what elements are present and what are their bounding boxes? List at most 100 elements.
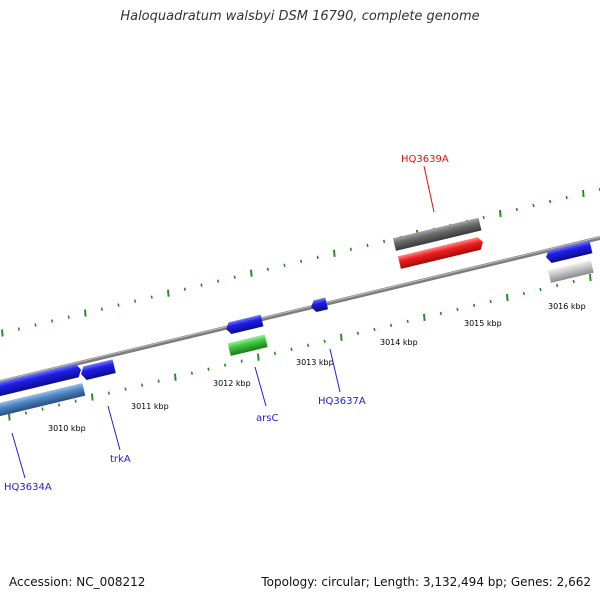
- tick-label-3012: 3012 kbp: [213, 379, 251, 388]
- inner-minor-tick: [107, 391, 110, 395]
- inner-minor-tick: [273, 351, 276, 355]
- outer-major-tick: [250, 269, 253, 277]
- inner-minor-tick: [41, 407, 44, 411]
- outer-minor-tick: [366, 243, 369, 248]
- outer-minor-tick: [383, 239, 386, 244]
- inner-minor-tick: [58, 403, 61, 407]
- genome-title: Haloquadratum walsbyi DSM 16790, complet…: [120, 9, 480, 24]
- inner-major-tick: [423, 313, 426, 321]
- tick-label-3016: 3016 kbp: [548, 302, 586, 311]
- inner-major-tick: [340, 333, 343, 341]
- inner-minor-tick: [307, 343, 310, 347]
- outer-minor-tick: [183, 287, 186, 291]
- inner-minor-tick: [224, 363, 227, 367]
- inner-minor-tick: [124, 387, 127, 391]
- inner-minor-tick: [489, 299, 492, 304]
- inner-minor-tick: [356, 331, 359, 335]
- tick-label-3010: 3010 kbp: [48, 424, 86, 433]
- inner-minor-tick: [556, 283, 559, 288]
- outer-minor-tick: [100, 307, 103, 311]
- gene-hq3637a-top[interactable]: [310, 297, 329, 313]
- topology-summary: Topology: circular; Length: 3,132,494 bp…: [261, 575, 591, 589]
- outer-minor-tick: [349, 247, 352, 251]
- inner-minor-tick: [406, 319, 409, 324]
- inner-major-tick: [8, 413, 11, 421]
- inner-minor-tick: [323, 339, 326, 343]
- inner-minor-tick: [539, 287, 542, 292]
- outer-minor-tick: [217, 279, 220, 283]
- gene-arsc-top[interactable]: [225, 314, 264, 335]
- tick-label-3015: 3015 kbp: [464, 319, 502, 328]
- tick-label-3011: 3011 kbp: [131, 402, 169, 411]
- inner-tick-ring: [8, 274, 592, 421]
- accession-text: Accession: NC_008212: [9, 575, 146, 589]
- outer-minor-tick: [283, 263, 286, 267]
- gene-label-arsc[interactable]: arsC: [256, 413, 278, 424]
- inner-major-tick: [506, 293, 509, 302]
- outer-minor-tick: [233, 275, 236, 279]
- inner-minor-tick: [141, 383, 144, 387]
- inner-minor-tick: [207, 367, 210, 371]
- outer-minor-tick: [300, 259, 303, 263]
- outer-major-tick: [582, 190, 585, 198]
- inner-minor-tick: [157, 379, 160, 383]
- gene-arsc-bottom[interactable]: [227, 334, 268, 356]
- outer-minor-tick: [532, 203, 535, 208]
- genome-backbone-highlight: [0, 236, 600, 382]
- gene-label-hq3637a[interactable]: HQ3637A: [318, 396, 366, 407]
- inner-minor-tick: [439, 311, 442, 316]
- gene-hq3639a-top[interactable]: [392, 217, 482, 251]
- gene-hq3639a-bottom[interactable]: [397, 236, 485, 269]
- outer-major-tick: [167, 289, 170, 297]
- outer-minor-tick: [17, 327, 20, 331]
- outer-tick-ring: [1, 188, 600, 337]
- outer-minor-tick: [266, 267, 269, 271]
- outer-minor-tick: [67, 315, 70, 319]
- genome-backbone: [0, 236, 600, 384]
- outer-minor-tick: [51, 319, 54, 323]
- outer-major-tick: [84, 309, 87, 317]
- outer-minor-tick: [150, 295, 153, 299]
- inner-minor-tick: [522, 291, 525, 296]
- gene-hq3634a-bottom[interactable]: [0, 382, 86, 419]
- gene-label-trka[interactable]: trkA: [110, 454, 131, 465]
- inner-minor-tick: [390, 323, 393, 328]
- outer-minor-tick: [34, 323, 37, 327]
- inner-major-tick: [257, 353, 260, 361]
- gene-trka-top[interactable]: [79, 359, 116, 381]
- outer-major-tick: [333, 249, 336, 257]
- outer-minor-tick: [316, 255, 319, 259]
- tick-label-3014: 3014 kbp: [380, 338, 418, 347]
- gene-label-hq3634a[interactable]: HQ3634A: [4, 482, 52, 493]
- outer-major-tick: [499, 209, 502, 218]
- leader-hq3639a: [423, 165, 435, 213]
- outer-minor-tick: [482, 215, 485, 220]
- inner-minor-tick: [473, 303, 476, 308]
- outer-minor-tick: [200, 283, 203, 287]
- inner-minor-tick: [190, 371, 193, 375]
- tick-label-3013: 3013 kbp: [296, 358, 334, 367]
- leader-trka: [107, 405, 121, 451]
- outer-minor-tick: [565, 195, 568, 200]
- gene-right-bottom[interactable]: [547, 259, 594, 283]
- inner-minor-tick: [24, 411, 27, 415]
- outer-minor-tick: [134, 299, 137, 303]
- outer-minor-tick: [117, 303, 120, 307]
- inner-minor-tick: [373, 327, 376, 332]
- gene-label-hq3639a[interactable]: HQ3639A: [401, 154, 449, 165]
- leader-hq3637a: [329, 348, 341, 393]
- inner-major-tick: [589, 274, 592, 282]
- gene-right-top[interactable]: [545, 240, 593, 264]
- outer-minor-tick: [549, 199, 552, 204]
- inner-minor-tick: [74, 399, 77, 403]
- leader-arsc: [254, 366, 267, 407]
- inner-minor-tick: [290, 347, 293, 351]
- inner-minor-tick: [456, 307, 459, 312]
- gene-hq3634a-top[interactable]: [0, 363, 83, 399]
- inner-major-tick: [174, 373, 177, 381]
- leader-hq3634a: [11, 432, 26, 479]
- inner-major-tick: [91, 393, 94, 401]
- outer-major-tick: [1, 329, 4, 337]
- inner-minor-tick: [572, 279, 575, 284]
